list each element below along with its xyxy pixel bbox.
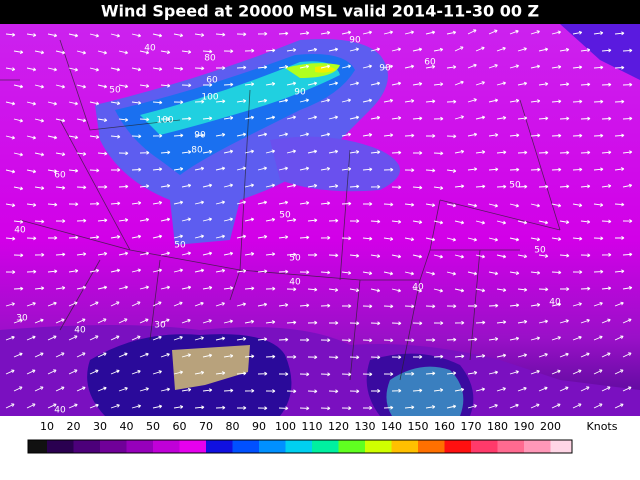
color-swatch (391, 440, 418, 453)
color-swatch (259, 440, 286, 453)
contour-label: 60 (54, 171, 66, 181)
arrow-field (5, 29, 633, 411)
colorbar-tick-label: 120 (328, 420, 349, 433)
colorbar-tick-label: 160 (434, 420, 455, 433)
color-swatch (206, 440, 233, 453)
color-swatch (312, 440, 339, 453)
wind-arrows (5, 29, 633, 411)
colorbar-frame (27, 439, 573, 454)
color-swatch (365, 440, 392, 453)
colorbar-tick-label: 40 (120, 420, 134, 433)
color-swatch (418, 440, 445, 453)
color-swatch (444, 440, 471, 453)
color-swatch (497, 440, 524, 453)
color-swatch (28, 440, 47, 453)
contour-label: 90 (349, 36, 361, 46)
contour-label: 80 (204, 54, 216, 64)
color-swatch (126, 440, 153, 453)
contour-label: 90 (379, 64, 391, 74)
contour-label: 50 (279, 211, 291, 221)
contour-label: 30 (154, 321, 166, 331)
boundary (0, 39, 561, 381)
contour-label: 80 (191, 146, 203, 156)
color-swatch (100, 440, 127, 453)
color-swatch (285, 440, 312, 453)
color-swatch (550, 440, 572, 453)
colorbar-tick-label: 200 (540, 420, 561, 433)
title-bar (0, 0, 640, 24)
color-swatch (179, 440, 206, 453)
contour-label: 100 (201, 93, 218, 103)
contour-label: 50 (109, 86, 121, 96)
legend: 10 20 30 40 50 60 70 80 90 100 110 120 130 140 150 160 1… (27, 420, 618, 454)
color-swatch (524, 440, 551, 453)
colorbar-tick-label: 20 (67, 420, 81, 433)
wind-region (386, 366, 464, 416)
contour-label: 40 (74, 326, 86, 336)
color-swatch (47, 440, 74, 453)
colorbar-tick-label: 80 (226, 420, 240, 433)
colorbar-tick-label: 50 (146, 420, 160, 433)
colorbar-tick-label: 140 (381, 420, 402, 433)
color-swatch (471, 440, 498, 453)
wind-region (140, 61, 340, 135)
color-swatch (232, 440, 259, 453)
color-swatch (338, 440, 365, 453)
contour-label: 90 (294, 88, 306, 98)
colorbar-tick-label: 190 (514, 420, 535, 433)
colorbar-tick-label: 150 (408, 420, 429, 433)
colorbar-tick-label: 180 (487, 420, 508, 433)
contour-label: 40 (144, 44, 156, 54)
contour-label: 40 (54, 406, 66, 416)
contour-label: 50 (174, 241, 186, 251)
colorbar-tick-label: 10 (40, 420, 54, 433)
wind-region (560, 24, 640, 80)
contour-label: 30 (16, 314, 28, 324)
colorbar-tick-label: 100 (275, 420, 296, 433)
title: Wind Speed at 20000 MSL valid 2014-11-30… (101, 2, 539, 21)
contour-label: 100 (156, 116, 173, 126)
contour-label: 50 (289, 254, 301, 264)
colorbar-tick-label: 60 (173, 420, 187, 433)
wind-region (270, 136, 400, 192)
color-swatch (73, 440, 100, 453)
contour-label: 50 (509, 181, 521, 191)
contour-label: 40 (289, 278, 301, 288)
contour-label: 40 (412, 283, 424, 293)
contour-label: 40 (549, 298, 561, 308)
contour-label: 60 (424, 58, 436, 68)
colorbar-tick-label: 170 (461, 420, 482, 433)
contour-label: 50 (534, 246, 546, 256)
contour-label: 40 (14, 226, 26, 236)
colorbar-tick-label: 70 (199, 420, 213, 433)
contour-label: 60 (206, 76, 218, 86)
map: 40 50 60 90 100 100 90 90 80 60 50 50 40 40 50 40 40 30 40… (0, 24, 640, 416)
wind-region (315, 66, 336, 73)
colorbar-unit: Knots (587, 420, 618, 433)
colorbar-tick-label: 110 (302, 420, 323, 433)
contour-labels: 40 50 60 90 100 100 90 90 80 60 50 50 40 40 50 40 40 30 40… (14, 36, 561, 416)
color-swatch (153, 440, 180, 453)
colorbar-tick-label: 90 (252, 420, 266, 433)
contour-label: 90 (194, 131, 206, 141)
colorbar-tick-label: 30 (93, 420, 107, 433)
colorbar-tick-label: 130 (355, 420, 376, 433)
